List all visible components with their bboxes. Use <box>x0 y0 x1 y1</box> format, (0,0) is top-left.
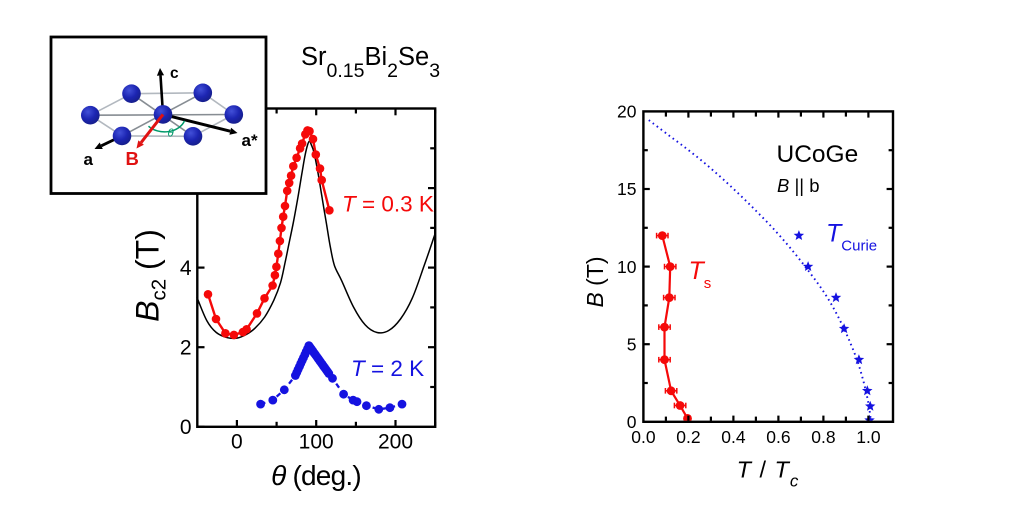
svg-text:a*: a* <box>242 131 258 150</box>
svg-text:0.0: 0.0 <box>631 427 656 447</box>
svg-text:a: a <box>84 150 94 169</box>
svg-text:θ (deg.): θ (deg.) <box>271 460 361 491</box>
svg-text:Bc2 (T): Bc2 (T) <box>130 229 171 322</box>
svg-text:T = 0.3 K: T = 0.3 K <box>342 192 434 217</box>
svg-text:20: 20 <box>617 102 637 122</box>
svg-text:0.4: 0.4 <box>721 427 746 447</box>
svg-text:100: 100 <box>299 431 334 454</box>
svg-text:B || b: B || b <box>777 175 820 196</box>
svg-text:4: 4 <box>180 257 192 280</box>
svg-text:T = 2 K: T = 2 K <box>351 356 424 381</box>
svg-text:10: 10 <box>617 257 637 277</box>
svg-text:15: 15 <box>617 179 636 199</box>
svg-text:0.8: 0.8 <box>811 427 835 447</box>
svg-text:θ: θ <box>168 128 175 140</box>
svg-text:0.2: 0.2 <box>676 427 700 447</box>
svg-text:1.0: 1.0 <box>856 427 881 447</box>
svg-text:UCoGe: UCoGe <box>777 141 859 168</box>
svg-text:0: 0 <box>231 431 243 454</box>
svg-text:5: 5 <box>627 334 637 354</box>
svg-text:0.6: 0.6 <box>766 427 790 447</box>
svg-text:B: B <box>126 148 139 169</box>
svg-text:c: c <box>170 65 179 82</box>
svg-text:0: 0 <box>180 416 192 439</box>
svg-text:2: 2 <box>180 337 192 360</box>
svg-text:B (T): B (T) <box>582 256 608 307</box>
svg-text:200: 200 <box>378 431 413 454</box>
